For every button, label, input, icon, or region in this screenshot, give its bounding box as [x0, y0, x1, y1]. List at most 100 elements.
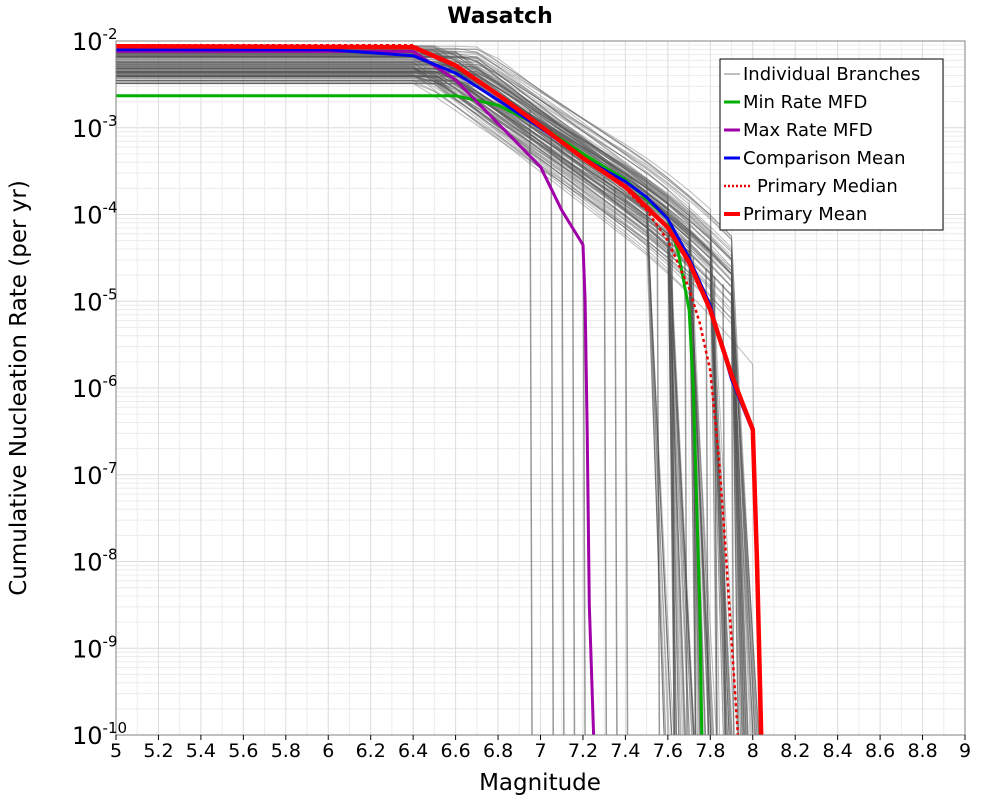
branch-drop-line	[603, 177, 608, 736]
branch-line	[116, 53, 690, 736]
branch-line	[116, 80, 754, 736]
legend-label: Min Rate MFD	[743, 92, 867, 113]
branch-line	[116, 65, 733, 736]
branch-line	[116, 67, 703, 736]
branch-line	[116, 70, 673, 736]
branch-line	[116, 55, 744, 736]
branch-line	[116, 54, 730, 736]
series-primary-mean	[115, 43, 764, 736]
branch-line	[116, 70, 760, 736]
x-tick-label: 6	[322, 740, 334, 762]
x-tick-label: 8.6	[865, 740, 895, 762]
branch-line	[116, 62, 724, 736]
branch-line	[116, 82, 686, 736]
branch-line	[116, 45, 747, 736]
y-tick-label: 10-3	[72, 112, 118, 143]
branch-line	[116, 74, 712, 736]
branch-line	[116, 55, 746, 736]
branch-line	[116, 67, 753, 736]
branch-line	[116, 72, 743, 736]
branch-line	[116, 75, 683, 736]
branch-line	[116, 76, 724, 736]
branch-line	[116, 57, 717, 736]
branch-line	[116, 67, 665, 736]
y-tick-label: 10-7	[72, 459, 118, 490]
branch-line	[116, 68, 690, 736]
x-tick-label: 6.6	[440, 740, 470, 762]
branch-line	[116, 71, 749, 736]
branch-line	[116, 63, 714, 736]
branch-line	[116, 52, 739, 736]
branch-line	[116, 74, 710, 736]
x-tick-label: 9	[959, 740, 971, 762]
branch-drop-line	[560, 139, 565, 736]
branch-line	[116, 76, 757, 736]
y-tick-exponent: -3	[103, 112, 118, 130]
branch-drop-line	[571, 148, 576, 736]
y-tick-exponent: -4	[103, 199, 118, 217]
branch-line	[116, 52, 747, 736]
branch-line	[116, 68, 717, 736]
branch-line	[116, 56, 745, 736]
branch-drop-line	[713, 276, 718, 736]
branch-line	[116, 67, 706, 736]
branch-line	[116, 71, 678, 736]
x-tick-label: 6.2	[356, 740, 386, 762]
y-tick-exponent: -9	[103, 632, 118, 650]
branch-line	[116, 72, 703, 736]
branch-line	[116, 74, 680, 736]
branch-line	[116, 71, 752, 736]
branch-drop-line	[684, 249, 688, 736]
branch-line	[116, 82, 706, 736]
branch-line	[116, 71, 685, 736]
y-tick-label: 10-9	[72, 632, 118, 663]
branch-line	[116, 71, 739, 736]
branch-line	[116, 74, 698, 736]
branch-line	[116, 60, 695, 736]
branch-drop-line	[529, 110, 533, 736]
branch-line	[116, 61, 681, 736]
branch-line	[116, 72, 760, 736]
series-lines	[115, 43, 764, 736]
branch-drop-line	[705, 268, 709, 736]
branch-line	[116, 73, 760, 736]
series-min-rate-mfd	[116, 94, 704, 736]
branch-line	[116, 71, 710, 736]
branch-line	[116, 76, 686, 736]
branch-drop-line	[656, 224, 661, 736]
branch-line	[116, 67, 754, 736]
branch-line	[116, 59, 670, 736]
legend-label: Individual Branches	[743, 64, 920, 85]
branch-line	[116, 68, 712, 736]
legend-box	[719, 58, 944, 231]
branch-line	[116, 54, 743, 736]
x-tick-label: 7	[534, 740, 546, 762]
branch-line	[116, 65, 749, 736]
y-tick-label: 10-4	[72, 199, 118, 230]
series-primary-median	[116, 44, 740, 736]
x-tick-label: 8	[747, 740, 759, 762]
branch-line	[116, 66, 694, 736]
branch-line	[116, 75, 704, 736]
branch-line	[116, 79, 701, 736]
y-tick-exponent: -8	[103, 546, 118, 564]
branch-line	[116, 59, 740, 736]
x-tick-label: 7.4	[610, 740, 640, 762]
branch-line	[116, 56, 694, 736]
branch-line	[116, 68, 697, 736]
legend-label: Max Rate MFD	[743, 120, 873, 141]
branch-line	[116, 72, 678, 736]
branch-drop-line	[550, 129, 554, 736]
series-max-rate-mfd	[116, 49, 596, 736]
y-tick-exponent: -6	[103, 372, 118, 390]
branch-line	[116, 83, 744, 736]
branch-line	[116, 76, 743, 736]
branch-line	[116, 61, 694, 736]
branch-drop-line	[730, 291, 735, 736]
branch-line	[116, 67, 672, 736]
x-tick-label: 7.8	[695, 740, 725, 762]
y-tick-label: 10-6	[72, 372, 118, 403]
branch-line	[116, 73, 689, 736]
branch-line	[116, 56, 726, 736]
y-tick-exponent: -5	[103, 285, 118, 303]
